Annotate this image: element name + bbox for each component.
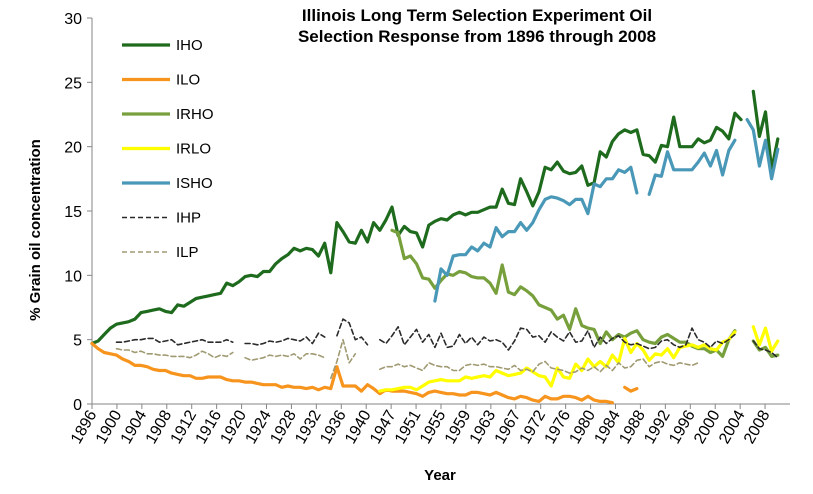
series-line-ihp: [378, 325, 736, 351]
series-line-ilp: [329, 338, 357, 380]
series-line-ihp: [115, 337, 234, 346]
legend-label-irho: IRHO: [176, 106, 214, 123]
series-line-ihp: [752, 340, 779, 359]
series-line-irho: [751, 339, 780, 358]
legend-label-isho: ISHO: [176, 175, 213, 192]
series-line-ilp: [244, 352, 326, 362]
legend: IHO ILO IRHO IRLO ISHO IHP ILP: [122, 37, 214, 261]
series-line-isho: [647, 138, 737, 196]
x-axis-label: Year: [424, 467, 456, 484]
y-tick-label: 25: [64, 75, 82, 92]
series-line-irho: [390, 228, 737, 358]
series-ilp: [115, 338, 700, 380]
series-line-ihp: [336, 318, 369, 346]
series-line-iho: [751, 89, 780, 172]
chart-title-line-1: Illinois Long Term Selection Experiment …: [302, 6, 652, 25]
legend-label-ilp: ILP: [176, 244, 199, 261]
series-line-isho: [433, 165, 639, 303]
legend-label-ihp: IHP: [176, 210, 201, 227]
series-layer: [90, 89, 780, 405]
series-line-irlo: [378, 330, 737, 393]
series-ilo: [90, 341, 639, 405]
y-tick-label: 5: [73, 333, 82, 350]
series-isho: [433, 117, 780, 303]
series-irho: [390, 228, 780, 358]
series-line-ihp: [244, 332, 326, 346]
legend-label-ilo: ILO: [176, 72, 200, 89]
legend-label-irlo: IRLO: [176, 141, 211, 158]
axes-group: 0510152025301896190019041908191219161920…: [64, 11, 790, 447]
y-axis-label: % Grain oil concentration: [27, 139, 44, 321]
series-line-ilo: [623, 385, 639, 393]
y-tick-label: 0: [73, 397, 82, 414]
y-tick-label: 15: [64, 204, 82, 221]
series-iho: [90, 89, 780, 346]
series-line-isho: [745, 117, 780, 181]
series-line-iho: [90, 111, 743, 346]
y-tick-label: 20: [64, 140, 82, 157]
series-line-ilp: [378, 358, 700, 374]
y-tick-label: 30: [64, 11, 82, 28]
series-line-ilo: [90, 341, 615, 405]
series-line-irlo: [751, 325, 780, 353]
chart-title-line-2: Selection Response from 1896 through 200…: [298, 27, 656, 46]
series-line-ilp: [115, 347, 234, 359]
series-ihp: [115, 318, 779, 359]
legend-label-iho: IHO: [176, 37, 203, 54]
y-tick-label: 10: [64, 268, 82, 285]
series-irlo: [378, 325, 780, 393]
